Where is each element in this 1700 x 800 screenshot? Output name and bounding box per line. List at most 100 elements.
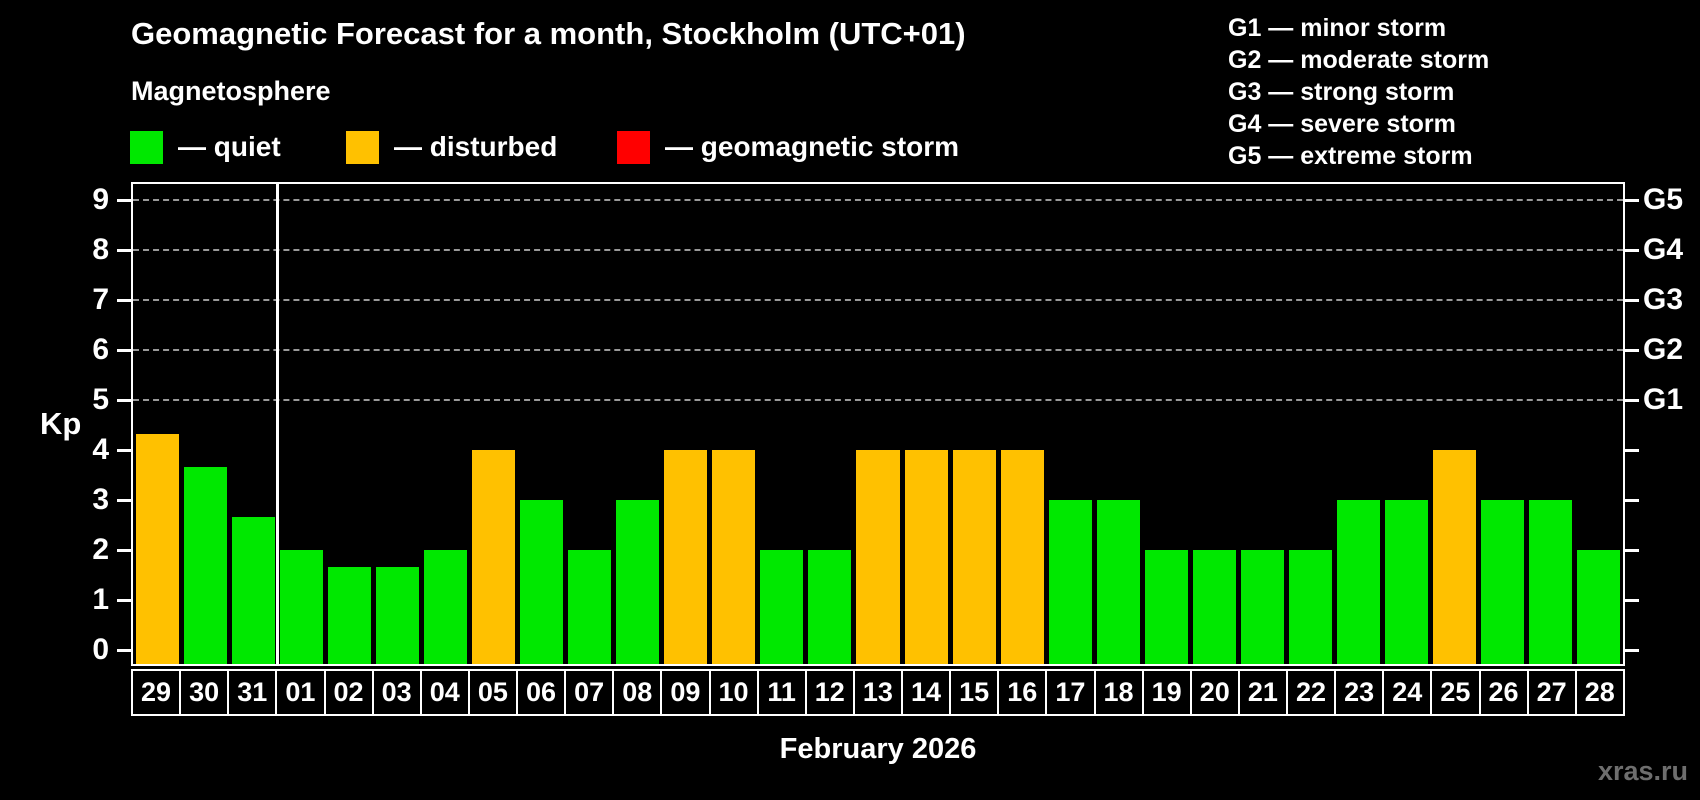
kp-axis-tick xyxy=(117,398,131,402)
g-axis-tick xyxy=(1625,348,1639,352)
g-axis-tick xyxy=(1625,198,1639,202)
magnetosphere-subtitle: Magnetosphere xyxy=(131,76,331,106)
date-cell: 21 xyxy=(1237,669,1288,716)
kp-axis-tick xyxy=(117,298,131,302)
page-title: Geomagnetic Forecast for a month, Stockh… xyxy=(131,16,966,51)
date-cell: 17 xyxy=(1045,669,1096,716)
g-scale-label: G1 xyxy=(1643,383,1684,416)
legend-swatch xyxy=(617,130,650,164)
kp-bar xyxy=(568,550,612,664)
kp-bar xyxy=(1240,550,1285,664)
kp-tick-label: 5 xyxy=(92,383,109,416)
kp-tick-label: 7 xyxy=(92,283,109,316)
kp-bar xyxy=(808,550,852,664)
date-cell: 22 xyxy=(1286,669,1337,716)
kp-bar xyxy=(1529,500,1573,664)
month-label: February 2026 xyxy=(779,733,977,765)
g-scale-legend: G1 — minor storm G2 — moderate storm G3 — … xyxy=(1228,12,1489,172)
kp-axis-tick xyxy=(117,448,131,452)
kp-bar xyxy=(1192,550,1236,664)
g-axis-tick xyxy=(1625,448,1639,452)
kp-tick-label: 2 xyxy=(92,533,109,566)
kp-bar xyxy=(375,566,419,664)
kp-bar xyxy=(616,500,660,664)
legend-item-label: — disturbed xyxy=(394,131,558,162)
kp-bar xyxy=(1096,500,1140,664)
date-cell: 05 xyxy=(467,669,518,716)
g-scale-legend-item: G3 — strong storm xyxy=(1228,78,1455,106)
date-cell: 16 xyxy=(997,669,1048,716)
kp-bar xyxy=(760,550,804,664)
legend-item-label: — quiet xyxy=(178,131,281,162)
kp-bar xyxy=(1385,500,1429,664)
kp-axis-tick xyxy=(117,498,131,502)
g-axis-tick xyxy=(1625,598,1639,602)
date-cell: 20 xyxy=(1189,669,1240,716)
date-cell: 30 xyxy=(179,669,230,716)
kp-tick-label: 4 xyxy=(92,433,109,466)
g-axis-tick xyxy=(1625,248,1639,252)
kp-bar xyxy=(1289,550,1333,664)
date-cell: 12 xyxy=(804,669,855,716)
kp-tick-label: 3 xyxy=(92,483,109,516)
kp-bar xyxy=(712,450,756,664)
date-cell: 31 xyxy=(227,669,278,716)
date-cell: 01 xyxy=(275,669,326,716)
kp-bar xyxy=(1144,550,1188,664)
kp-bar xyxy=(135,433,179,664)
legend-item-disturbed: — disturbed xyxy=(346,130,557,164)
g-axis-tick xyxy=(1625,498,1639,502)
kp-bar xyxy=(1577,550,1621,664)
plot-area: 0 1 2 3 4 5 6 7 8 9 G1 G2 G3 G4 G5 Kp xyxy=(40,182,1683,666)
kp-axis-tick xyxy=(117,248,131,252)
date-cell: 14 xyxy=(901,669,952,716)
g-axis-tick xyxy=(1625,398,1639,402)
date-cell: 27 xyxy=(1526,669,1577,716)
g-scale-label: G3 xyxy=(1643,283,1684,316)
gridline xyxy=(133,399,1623,401)
date-cell: 29 xyxy=(131,669,182,716)
date-cell: 04 xyxy=(419,669,470,716)
date-cell: 26 xyxy=(1478,669,1529,716)
legend-item-label: — geomagnetic storm xyxy=(665,131,960,162)
kp-axis-tick xyxy=(117,348,131,352)
kp-tick-label: 1 xyxy=(92,583,109,616)
kp-tick-label: 8 xyxy=(92,233,109,266)
g-scale-label: G5 xyxy=(1643,183,1684,216)
date-cell: 07 xyxy=(564,669,615,716)
kp-tick-label: 9 xyxy=(92,183,109,216)
g-scale-label: G2 xyxy=(1643,333,1684,366)
date-cell: 15 xyxy=(949,669,1000,716)
kp-bar xyxy=(423,550,467,664)
g-scale-legend-item: G5 — extreme storm xyxy=(1228,142,1473,170)
watermark: xras.ru xyxy=(1597,756,1688,786)
kp-bar xyxy=(1000,450,1044,664)
kp-bar xyxy=(279,550,323,664)
date-cell: 09 xyxy=(660,669,711,716)
date-cell: 19 xyxy=(1141,669,1192,716)
legend-swatch xyxy=(130,130,163,164)
date-cell: 24 xyxy=(1382,669,1433,716)
kp-bar xyxy=(1048,500,1092,664)
g-scale-label: G4 xyxy=(1643,233,1684,266)
kp-tick-label: 6 xyxy=(92,333,109,366)
g-axis-tick xyxy=(1625,548,1639,552)
date-cell: 06 xyxy=(516,669,567,716)
kp-axis-title: Kp xyxy=(40,406,82,441)
kp-axis-tick xyxy=(117,548,131,552)
kp-axis-tick xyxy=(117,648,131,652)
date-cell: 03 xyxy=(371,669,422,716)
g-axis-tick xyxy=(1625,298,1639,302)
kp-tick-label: 0 xyxy=(92,633,109,666)
g-axis-tick xyxy=(1625,648,1639,652)
legend-swatch xyxy=(346,130,379,164)
date-cell: 08 xyxy=(612,669,663,716)
kp-bar xyxy=(1433,450,1477,664)
kp-bar xyxy=(183,466,227,664)
kp-bar xyxy=(231,516,275,664)
date-cell: 25 xyxy=(1430,669,1481,716)
gridline xyxy=(133,349,1623,351)
kp-bar xyxy=(904,450,948,664)
month-separator-line xyxy=(275,184,279,664)
